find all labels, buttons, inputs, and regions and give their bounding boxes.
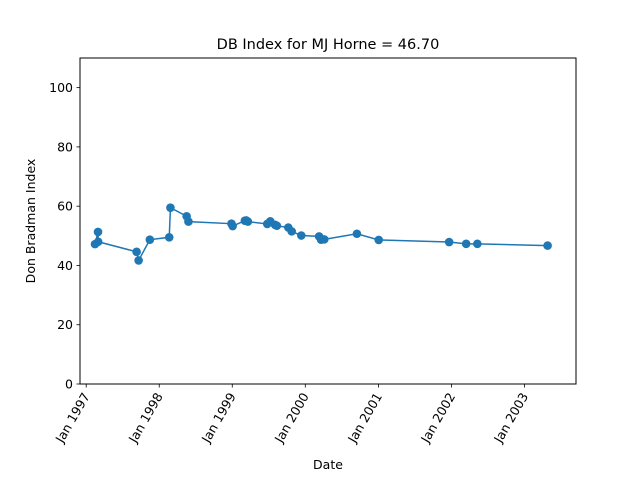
x-tick-label: Jan 2000: [271, 390, 312, 446]
data-point: [444, 237, 454, 247]
y-axis-label: Don Bradman Index: [23, 159, 38, 284]
y-tick-label: 40: [57, 258, 73, 273]
x-tick-label: Jan 2003: [490, 390, 531, 446]
x-tick-label: Jan 1998: [125, 390, 166, 446]
y-tick-label: 80: [57, 139, 73, 154]
data-point: [272, 221, 282, 231]
y-axis: 0 20 40 60 80 100: [49, 80, 80, 392]
y-tick-label: 60: [57, 199, 73, 214]
x-tick-label: Jan 2001: [344, 390, 385, 446]
x-axis-label: Date: [313, 457, 343, 472]
plot-area: [90, 203, 552, 265]
data-point: [93, 227, 103, 237]
data-point: [166, 203, 175, 212]
data-point: [352, 229, 362, 239]
data-point: [93, 237, 103, 247]
y-tick-label: 20: [57, 317, 73, 332]
data-point: [164, 233, 174, 242]
data-point: [287, 227, 296, 236]
data-point: [145, 235, 155, 244]
data-point: [132, 247, 141, 257]
x-tick-label: Jan 1997: [52, 390, 93, 446]
data-point: [296, 231, 306, 240]
data-point: [134, 256, 143, 265]
data-point: [228, 221, 237, 231]
data-point: [184, 217, 193, 226]
data-point: [461, 239, 471, 249]
axes-frame: [79, 57, 577, 385]
y-tick-label: 0: [65, 377, 73, 392]
data-point: [243, 217, 253, 226]
data-point: [543, 241, 552, 250]
data-point: [374, 235, 384, 245]
chart-title: DB Index for MJ Horne = 46.70: [217, 37, 440, 53]
x-tick-label: Jan 2002: [417, 390, 458, 446]
data-point: [319, 235, 329, 244]
x-tick-label: Jan 1999: [198, 390, 239, 446]
x-axis: Jan 1997 Jan 1998 Jan 1999 Jan 2000 Jan 2001…: [52, 384, 531, 446]
data-point: [473, 239, 482, 249]
y-tick-label: 100: [49, 80, 73, 95]
